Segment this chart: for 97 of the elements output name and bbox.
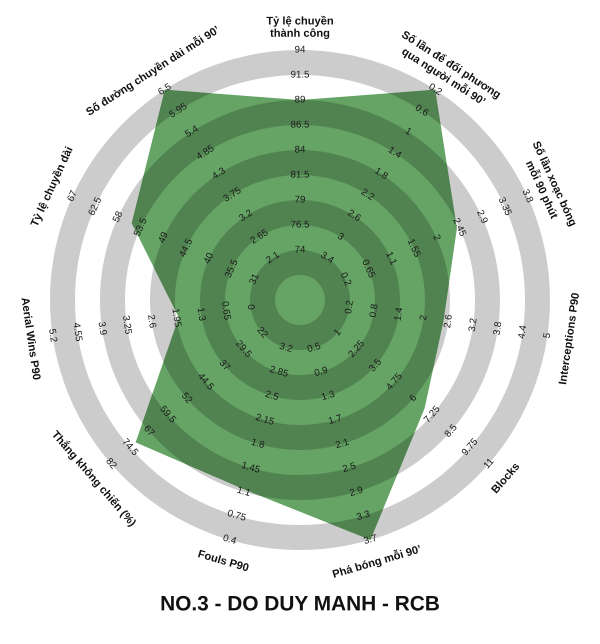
text: 0.2 [344,300,353,314]
text: 2.2 [360,188,376,200]
text: 2 [433,234,442,241]
text: 3.2 [279,342,294,352]
text: 1.4 [394,307,402,321]
text: 3.3 [356,510,370,520]
text: 0 [248,304,256,310]
text: 5.4 [184,124,199,138]
text: 0.8 [369,304,378,318]
text: 0.4 [222,534,237,544]
text: 2.45 [453,217,467,237]
text: 31 [248,273,259,285]
text: 5 [542,332,550,338]
text: 3.25 [122,315,132,334]
text: 1.1 [237,486,251,496]
text: 1.55 [408,238,422,258]
text: 74 [295,246,306,253]
text: 44.5 [198,372,215,390]
text: 2.9 [349,486,364,496]
text: 0.2 [428,82,443,96]
text: 5.95 [168,102,188,118]
text: 4.85 [195,144,214,160]
text: 1.1 [386,251,398,266]
text: 62.5 [88,196,102,216]
text: 0.2 [340,272,352,286]
text: 4.4 [518,325,526,339]
text: 49 [158,231,168,244]
text: 2.5 [265,390,280,400]
text: 1.3 [198,308,206,321]
spoke-label: Fouls P90 [198,549,250,572]
text: 3.8 [522,188,534,203]
text: 0.65 [222,301,232,320]
text: 79 [295,196,305,203]
text: 4.3 [211,166,226,180]
text: 37 [219,358,231,371]
text: 1.7 [328,414,342,424]
text: 3.5 [368,358,382,372]
text: 8.5 [444,423,458,438]
text: 2.9 [477,209,488,224]
text: 1 [333,328,342,336]
text: 2.6 [148,314,157,328]
text: 82 [106,457,118,470]
text: 86.5 [290,120,310,128]
text: 4.55 [73,322,83,342]
text: 40 [203,252,214,264]
text: 2.6 [347,208,362,222]
text: 0.75 [227,509,246,521]
text: 2.5 [342,462,356,472]
text: 3.2 [238,208,253,222]
text: 91.5 [290,70,310,78]
text: 1.8 [251,438,266,448]
text: 1.45 [242,461,261,473]
text: 1.8 [374,167,389,180]
text: 0.9 [314,366,328,376]
text: 76.5 [291,220,310,228]
text: 1.3 [321,390,335,400]
text: 3.7 [363,534,378,544]
text: 3 [337,232,345,240]
text: 3.2 [468,318,477,332]
text: 1.95 [172,308,182,328]
text: 3.9 [98,322,108,336]
text: 58 [112,210,123,223]
text: 53.5 [133,217,147,237]
text: 1 [405,127,412,136]
text: 2.1 [265,251,280,264]
text: NO.3 - DO DUY MANH - RCB [162,596,439,611]
text: 2.6 [443,314,452,328]
text: 5.2 [49,328,58,342]
text: 2.15 [255,413,275,425]
text: 0.6 [414,104,430,116]
text: 3.75 [222,186,242,202]
spoke-label: Interceptions P90 [558,292,582,385]
text: 6.5 [157,82,172,96]
text: 35.5 [224,258,238,278]
text: 0.65 [362,258,376,278]
text: 1.4 [388,146,402,158]
text: 7.25 [423,405,440,424]
text: 3.8 [492,322,502,336]
text: 2.65 [250,228,268,244]
text: 2.1 [335,438,349,448]
spoke-label: Aerial Wins P90 [21,297,42,380]
text: 6 [408,394,417,402]
text: 67 [66,190,77,202]
spoke-label: Phá bóng mỗi 90’ [332,542,422,580]
text: 0.5 [306,342,321,352]
text: 67 [144,424,156,436]
text: 81.5 [290,170,310,178]
text: 3.35 [498,196,512,216]
text: 44.5 [178,238,192,258]
text: 94 [295,46,306,53]
text: 84 [295,146,306,153]
text: 2.85 [270,365,289,378]
text: 52 [181,392,194,404]
text: 2 [419,314,427,320]
text: 3.4 [320,250,335,264]
text: 22 [257,326,269,338]
spoke-label: Tỷ lệ chuyền thành công [266,16,333,40]
